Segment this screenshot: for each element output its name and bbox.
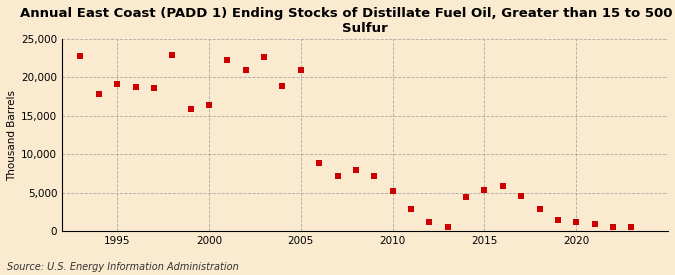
Point (185, 107, 196, 111)
Point (350, 167, 361, 172)
Text: Source: U.S. Energy Information Administration: Source: U.S. Energy Information Administ… (7, 262, 238, 272)
Point (479, 188, 490, 192)
Point (460, 194, 471, 199)
Point (75, 54, 86, 58)
Point (222, 58, 233, 63)
Point (516, 194, 526, 198)
Point (296, 67, 306, 72)
Point (259, 55, 269, 60)
Point (552, 218, 563, 223)
Point (240, 68, 251, 73)
Point (369, 174, 379, 178)
Point (608, 224, 618, 229)
Point (497, 184, 508, 188)
Title: Annual East Coast (PADD 1) Ending Stocks of Distillate Fuel Oil, Greater than 15: Annual East Coast (PADD 1) Ending Stocks… (20, 7, 675, 35)
Point (167, 53, 178, 57)
Point (148, 86, 159, 90)
Point (442, 224, 453, 229)
Point (387, 189, 398, 193)
Point (204, 103, 215, 107)
Point (406, 207, 416, 211)
Point (626, 224, 637, 229)
Point (332, 174, 343, 178)
Point (93, 91, 104, 96)
Point (277, 84, 288, 88)
Point (314, 161, 325, 165)
Point (589, 222, 600, 227)
Point (424, 220, 435, 224)
Point (534, 207, 545, 211)
Y-axis label: Thousand Barrels: Thousand Barrels (7, 90, 17, 181)
Point (130, 85, 141, 90)
Point (112, 81, 123, 86)
Point (571, 220, 582, 224)
